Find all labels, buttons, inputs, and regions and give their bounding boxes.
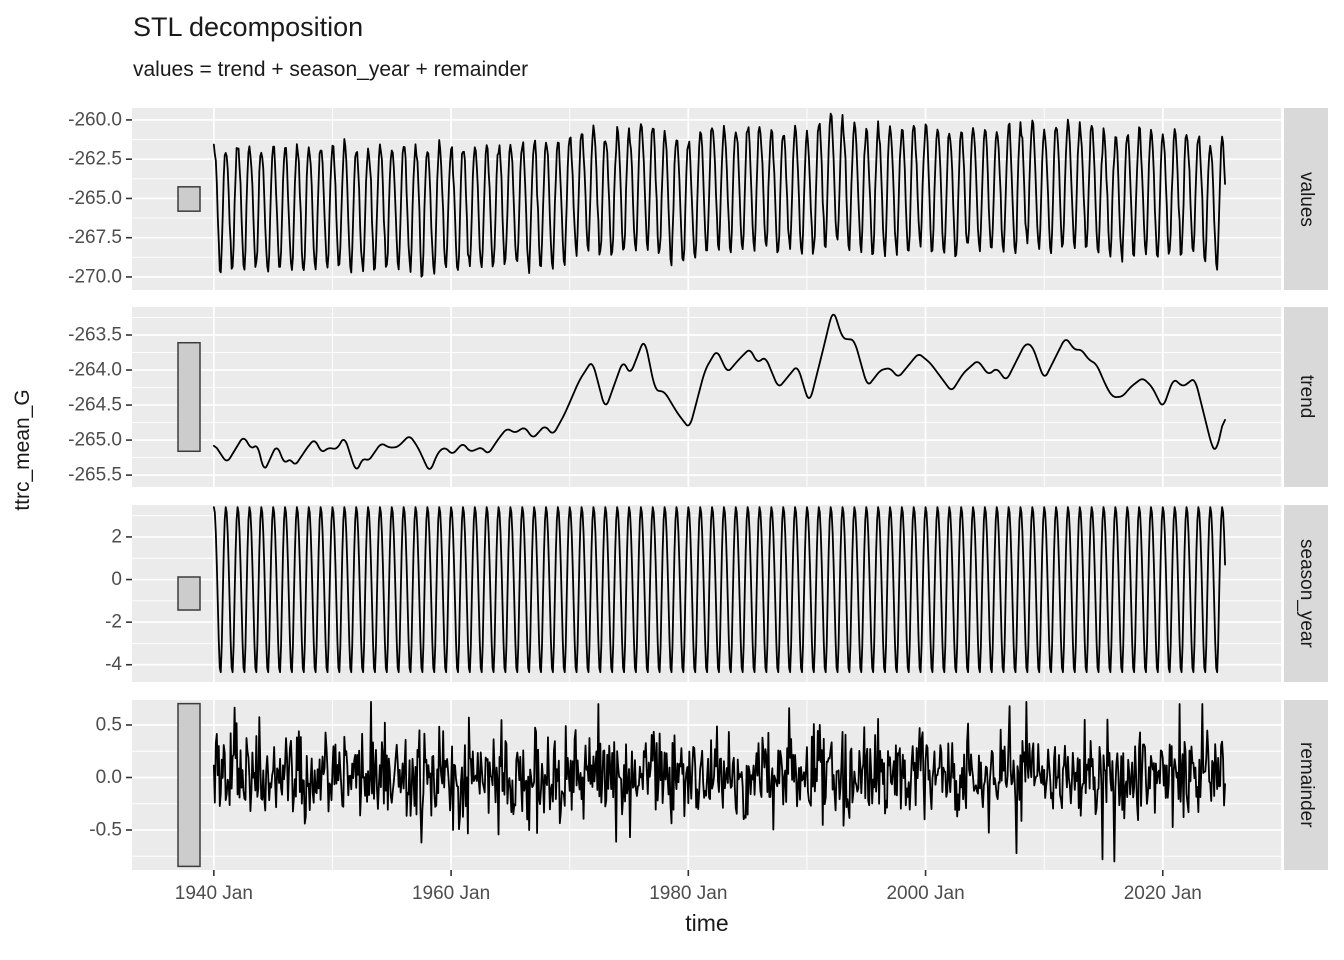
trend-line	[212, 313, 1226, 470]
y-tick-label: -260.0	[68, 109, 122, 130]
panel-remainder: 0.5 0.0 -0.5	[89, 700, 1282, 870]
values-line	[212, 112, 1226, 278]
x-tick-label: 2000 Jan	[886, 883, 964, 904]
y-tick-label: 0	[111, 569, 122, 590]
x-axis: 1940 Jan 1960 Jan 1980 Jan 2000 Jan 2020 Jan	[175, 870, 1202, 904]
scale-range-bar	[177, 576, 201, 611]
chart-title: STL decomposition	[133, 12, 364, 42]
x-tick-label: 1940 Jan	[175, 883, 253, 904]
strip-remainder: remainder	[1284, 700, 1328, 870]
y-tick-label: -265.0	[68, 430, 122, 451]
scale-range-bar	[177, 186, 201, 212]
y-tick-label: -270.0	[68, 266, 122, 287]
y-tick-label: -265.5	[68, 465, 122, 486]
y-tick-label: -4	[105, 654, 122, 675]
season_year-line	[212, 506, 1226, 674]
y-tick-label: -264.5	[68, 395, 122, 416]
x-tick-label: 2020 Jan	[1124, 883, 1202, 904]
y-tick-label: -263.5	[68, 325, 122, 346]
strip-season-year: season_year	[1284, 505, 1328, 682]
panel-values: -260.0 -262.5 -265.0 -267.5 -270.0	[68, 108, 1282, 290]
y-tick-label: 2	[111, 526, 122, 547]
y-tick-label: -265.0	[68, 188, 122, 209]
remainder-line	[212, 700, 1226, 863]
strip-values: values	[1284, 108, 1328, 290]
y-axis-title: ttrc_mean_G	[11, 389, 34, 511]
panel-background	[132, 307, 1282, 487]
x-axis-title: time	[685, 910, 729, 936]
scale-range-bar	[177, 341, 201, 453]
y-tick-label: -0.5	[89, 819, 122, 840]
panel-season_year: 2 0 -2 -4	[105, 505, 1282, 682]
scale-range-bar	[177, 702, 201, 868]
panel-trend: -263.5 -264.0 -264.5 -265.0 -265.5	[68, 307, 1282, 487]
y-tick-label: -262.5	[68, 149, 122, 170]
y-tick-label: -267.5	[68, 227, 122, 248]
y-tick-label: 0.5	[96, 714, 122, 735]
y-tick-label: -264.0	[68, 360, 122, 381]
y-tick-label: -2	[105, 612, 122, 633]
x-tick-label: 1960 Jan	[412, 883, 490, 904]
strip-trend: trend	[1284, 307, 1328, 487]
x-tick-label: 1980 Jan	[649, 883, 727, 904]
y-tick-label: 0.0	[96, 767, 122, 788]
chart-subtitle: values = trend + season_year + remainder	[133, 58, 529, 81]
